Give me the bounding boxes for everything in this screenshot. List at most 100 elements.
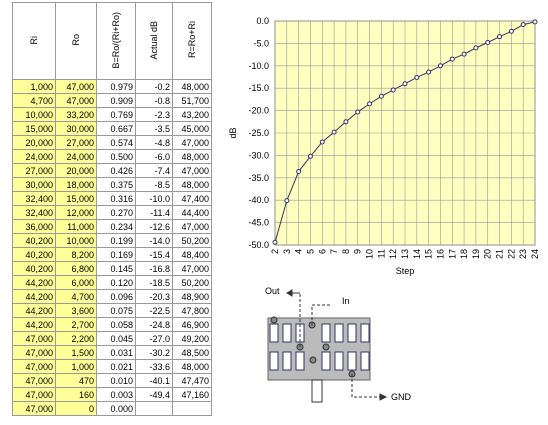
y-tick-label: -35.0	[248, 173, 269, 183]
y-tick-label: -50.0	[248, 240, 269, 250]
y-tick-label: -5.0	[253, 38, 269, 48]
data-point	[296, 169, 302, 175]
cell: 40,200	[12, 247, 56, 262]
data-point	[414, 74, 420, 80]
x-tick-label: 3	[282, 249, 292, 254]
data-point	[402, 81, 408, 87]
x-tick-label: 4	[294, 249, 304, 254]
cell: 20,000	[55, 163, 97, 178]
cell: 1,000	[12, 79, 56, 94]
row: 44,200 4,700 0.096 -20.3 48,900	[12, 289, 212, 304]
cell: 4,700	[55, 289, 97, 304]
x-tick-label: 16	[435, 249, 445, 259]
y-axis-label: dB	[228, 127, 238, 138]
data-point	[378, 93, 384, 99]
y-tick-label: -10.0	[248, 61, 269, 71]
cell: 6,000	[55, 275, 97, 290]
data-point	[331, 129, 337, 135]
row: 32,400 12,000 0.270 -11.4 44,400	[12, 205, 212, 220]
data-point	[449, 56, 455, 62]
cell: 4,700	[12, 93, 56, 108]
x-tick-label: 9	[353, 249, 363, 254]
y-tick-label: -40.0	[248, 195, 269, 205]
cell: 44,200	[12, 289, 56, 304]
x-tick-label: 11	[376, 249, 386, 258]
x-tick-label: 12	[388, 249, 398, 259]
x-tick-label: 20	[483, 249, 493, 259]
data-point	[532, 19, 538, 25]
y-tick-label: -30.0	[248, 150, 269, 160]
data-point	[343, 119, 349, 125]
data-point	[473, 45, 479, 51]
data-point	[367, 101, 373, 107]
row: 10,000 33,200 0.769 -2.3 43,200	[12, 107, 212, 122]
row: 40,200 8,200 0.169 -15.4 48,400	[12, 247, 212, 262]
data-point	[437, 63, 443, 69]
cell: 30,000	[12, 177, 56, 192]
cell: 24,000	[12, 149, 56, 164]
row: 1,000 47,000 0.979 -0.2 48,000	[12, 79, 212, 94]
x-tick-label: 2	[270, 249, 280, 254]
y-tick-label: -15.0	[248, 83, 269, 93]
data-point	[508, 28, 514, 34]
header-cell: B=Ro/(Ri+Ro)	[96, 2, 136, 80]
row: 44,200 2,700 0.058 -24.8 46,900	[12, 317, 212, 332]
x-tick-label: 22	[506, 249, 516, 259]
data-point	[272, 239, 278, 245]
data-point	[355, 109, 361, 115]
cell: 48,900	[172, 289, 212, 304]
cell: 30,000	[55, 121, 97, 136]
cell: 2,700	[55, 317, 97, 332]
data-point	[319, 139, 325, 145]
cell: 10,000	[55, 233, 97, 248]
row: 4,700 47,000 0.909 -0.8 51,700	[12, 93, 212, 108]
x-tick-label: 24	[530, 249, 540, 259]
data-table: Ri Ro B=Ro/(Ri+Ro) Actual dB R=Ro+Ri 1,000 47,…	[12, 2, 212, 416]
data-point	[461, 51, 467, 57]
cell: 160	[55, 387, 97, 402]
cell: 27,000	[55, 135, 97, 150]
row: 47,000 470 0.010 -40.1 47,470	[12, 373, 212, 388]
cell: 0	[55, 401, 97, 416]
data-point	[307, 153, 313, 159]
y-tick-label: -45.0	[248, 218, 269, 228]
y-tick-label: -20.0	[248, 106, 269, 116]
cell: 32,400	[12, 205, 56, 220]
y-tick-label: 0.0	[256, 16, 269, 26]
cell: 11,000	[55, 219, 97, 234]
data-point	[497, 34, 503, 40]
cell: 12,000	[55, 205, 97, 220]
data-point	[390, 87, 396, 93]
data-point	[284, 198, 290, 204]
cell	[172, 401, 212, 416]
cell: 44,200	[12, 303, 56, 318]
gnd-label: GND	[391, 392, 412, 402]
x-tick-label: 15	[424, 249, 434, 259]
row: 47,000 0 0.000	[12, 401, 212, 416]
cell: 470	[55, 373, 97, 388]
row: 47,000 2,200 0.045 -27.0 49,200	[12, 331, 212, 346]
cell: 36,000	[12, 219, 56, 234]
cell: 1,500	[55, 345, 97, 360]
cell: 27,000	[12, 163, 56, 178]
x-tick-label: 17	[447, 249, 457, 259]
x-tick-label: 13	[400, 249, 410, 259]
row: 32,400 15,000 0.316 -10.0 47,400	[12, 191, 212, 206]
x-tick-label: 5	[305, 249, 315, 254]
x-tick-label: 21	[495, 249, 505, 259]
x-tick-label: 14	[412, 249, 422, 259]
x-axis-label: Step	[396, 266, 415, 276]
cell: 47,000	[55, 93, 97, 108]
row: 40,200 6,800 0.145 -16.8 47,000	[12, 261, 212, 276]
in-label: In	[342, 296, 350, 306]
out-label: Out	[265, 286, 280, 296]
x-tick-label: 19	[471, 249, 481, 259]
header-cell: Ri	[12, 2, 56, 80]
row: 27,000 20,000 0.426 -7.4 47,000	[12, 163, 212, 178]
cell: 47,000	[12, 331, 56, 346]
cell: 47,000	[12, 401, 56, 416]
cell: 47,000	[12, 359, 56, 374]
y-tick-label: -25.0	[248, 128, 269, 138]
x-tick-label: 8	[341, 249, 351, 254]
x-tick-label: 23	[518, 249, 528, 259]
